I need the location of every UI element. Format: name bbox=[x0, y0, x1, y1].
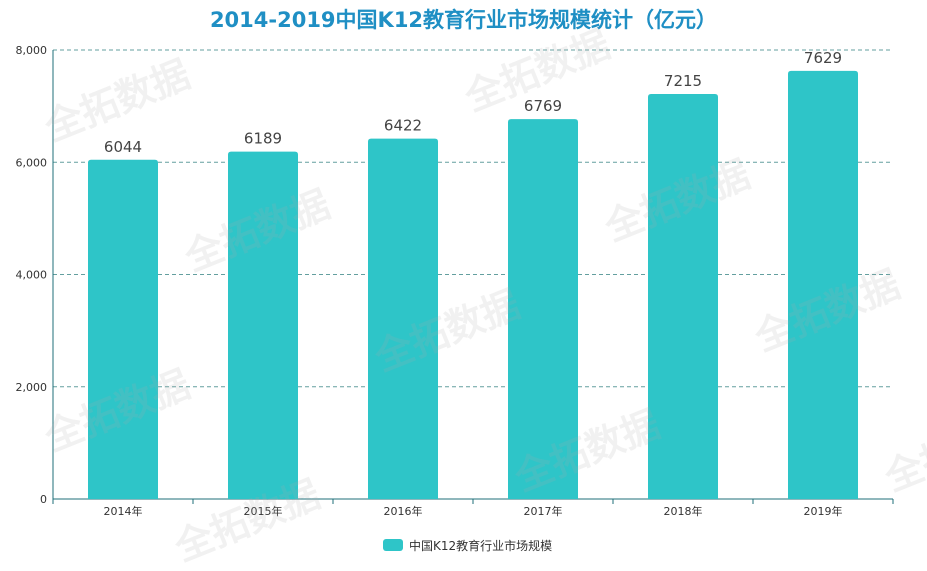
data-label: 7629 bbox=[804, 49, 842, 67]
bar bbox=[648, 94, 718, 499]
bar bbox=[508, 119, 578, 499]
chart-title: 2014-2019中国K12教育行业市场规模统计（亿元） bbox=[209, 8, 718, 32]
y-tick-label: 6,000 bbox=[16, 156, 48, 169]
y-tick-label: 2,000 bbox=[16, 381, 48, 394]
x-tick-label: 2014年 bbox=[104, 504, 143, 518]
chart-page: 2014-2019中国K12教育行业市场规模统计（亿元） 0 2,000 4,000… bbox=[16, 8, 927, 570]
x-tick-label: 2019年 bbox=[804, 504, 843, 518]
data-label: 7215 bbox=[664, 72, 702, 90]
x-tick-label: 2018年 bbox=[664, 504, 703, 518]
data-label: 6422 bbox=[384, 117, 422, 135]
x-tick-label: 2015年 bbox=[244, 504, 283, 518]
x-tick-label: 2016年 bbox=[384, 504, 423, 518]
y-tick-label: 4,000 bbox=[16, 269, 48, 282]
data-label: 6769 bbox=[524, 97, 562, 115]
legend[interactable]: 中国K12教育行业市场规模 bbox=[383, 537, 552, 553]
x-tick-label: 2017年 bbox=[524, 504, 563, 518]
data-label: 6189 bbox=[244, 130, 282, 148]
data-label: 6044 bbox=[104, 138, 142, 156]
y-tick-label: 0 bbox=[40, 493, 47, 506]
bar bbox=[228, 151, 298, 499]
legend-label: 中国K12教育行业市场规模 bbox=[409, 538, 553, 553]
bar-chart: 0 2,000 4,000 6,000 8,000 6044 2014年 6189 2015年 6… bbox=[16, 44, 894, 518]
bar bbox=[88, 159, 158, 499]
bar bbox=[368, 138, 438, 499]
legend-swatch bbox=[383, 539, 403, 551]
y-tick-label: 8,000 bbox=[16, 44, 48, 57]
bar bbox=[788, 70, 858, 499]
